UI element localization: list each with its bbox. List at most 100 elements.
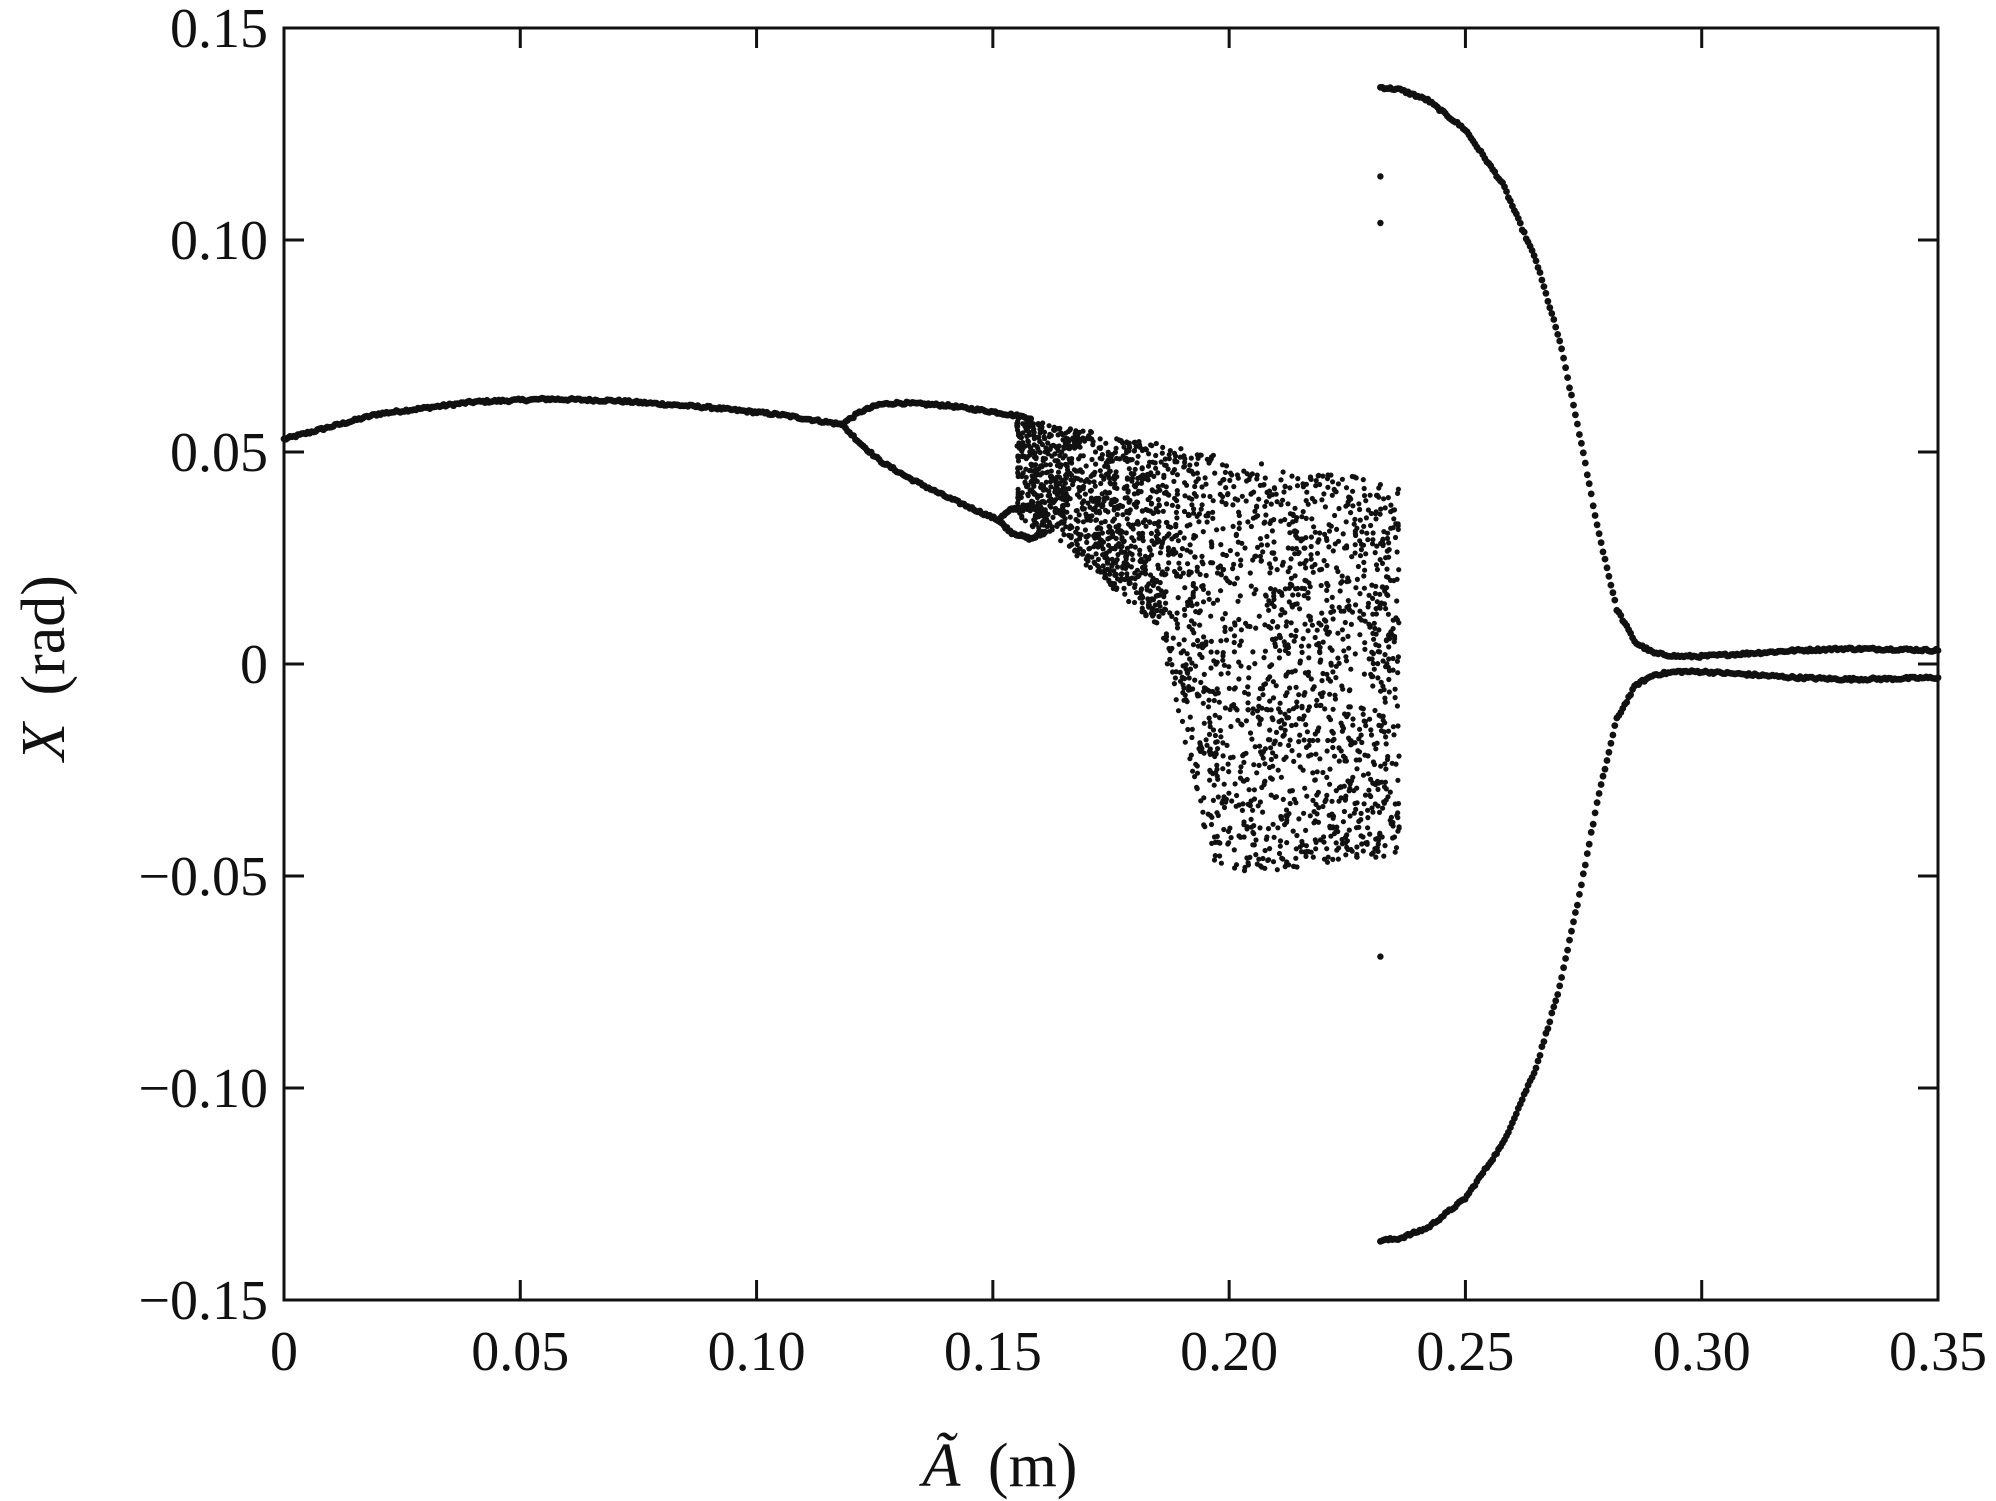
chaotic-point [1025, 493, 1031, 499]
chaotic-point [1097, 510, 1103, 516]
chaotic-point [1297, 732, 1303, 738]
chaotic-point [1365, 537, 1371, 543]
branch-point [1530, 1069, 1538, 1077]
chaotic-point [1374, 740, 1380, 746]
chaotic-point [1171, 681, 1177, 687]
chaotic-point [1093, 517, 1099, 523]
chaotic-point [1191, 510, 1197, 516]
chaotic-point [1391, 834, 1398, 840]
chaotic-point [1052, 451, 1058, 457]
chaotic-point [1067, 533, 1073, 539]
chaotic-point [1122, 456, 1128, 463]
chaotic-point [1200, 599, 1207, 605]
chaotic-point [1287, 788, 1293, 794]
chaotic-point [1171, 568, 1178, 575]
chaotic-point [1282, 586, 1288, 592]
chaotic-point [1131, 491, 1137, 497]
chaotic-point [1114, 511, 1120, 518]
chaotic-point [1260, 855, 1266, 862]
chaotic-point [1100, 563, 1106, 569]
chaotic-point [1122, 591, 1128, 597]
chaotic-point [1320, 670, 1326, 677]
chaotic-point [1041, 429, 1048, 435]
chaotic-point [1302, 785, 1308, 791]
chaotic-point [1380, 717, 1386, 723]
chaotic-point [1384, 756, 1391, 763]
chaotic-point [1289, 473, 1295, 479]
chaotic-point [1297, 660, 1303, 666]
chaotic-point [1393, 845, 1400, 851]
chaotic-point [1253, 625, 1259, 631]
chaotic-point [1384, 566, 1390, 572]
chaotic-point [1200, 586, 1207, 593]
chaotic-point [1114, 474, 1120, 480]
chaotic-point [1382, 761, 1388, 767]
chaotic-point [1382, 588, 1388, 594]
chaotic-point [1102, 489, 1108, 495]
chaotic-point [1255, 803, 1261, 809]
chaotic-point [1285, 545, 1291, 551]
chaotic-point [1212, 712, 1218, 718]
chaotic-point [1278, 502, 1284, 508]
branch-point [1507, 197, 1514, 205]
chaotic-point [1185, 687, 1192, 693]
chaotic-point [1245, 684, 1251, 690]
chaotic-point [1180, 570, 1186, 576]
chaotic-point [1348, 509, 1354, 516]
chaotic-point [1367, 716, 1373, 722]
chaotic-point [1174, 621, 1180, 627]
chaotic-point [1244, 478, 1250, 484]
chaotic-point [1080, 428, 1086, 434]
chaotic-point [1296, 549, 1302, 556]
chaotic-point [1184, 651, 1190, 657]
chaotic-point [1305, 595, 1311, 601]
x-tick-label: 0.15 [944, 1321, 1042, 1383]
chaotic-point [1152, 460, 1158, 466]
chaotic-point [1192, 774, 1198, 780]
chaotic-point [1353, 602, 1359, 608]
chaotic-point [1271, 834, 1277, 840]
chaotic-point [1250, 515, 1256, 521]
chaotic-point [1093, 531, 1099, 537]
chaotic-point [1312, 499, 1318, 505]
chaotic-point [1098, 480, 1104, 487]
chaotic-point [1181, 637, 1187, 643]
chaotic-point [1227, 825, 1233, 831]
branch-point [1617, 612, 1625, 619]
chaotic-point [1020, 430, 1026, 436]
chaotic-point [1017, 434, 1023, 440]
chaotic-point [1157, 550, 1163, 556]
chaotic-point [1147, 459, 1153, 465]
chaotic-point [1238, 627, 1244, 633]
chaotic-point [1286, 521, 1292, 528]
chaotic-point [1327, 766, 1333, 772]
chaotic-point [1377, 591, 1383, 597]
chaotic-point [1329, 811, 1335, 817]
chaotic-point [1226, 790, 1232, 796]
branch-point [1607, 739, 1615, 747]
chaotic-point [1030, 427, 1036, 434]
chaotic-point [1385, 728, 1392, 734]
chaotic-point [1381, 601, 1388, 607]
chaotic-point [1075, 476, 1081, 482]
chaotic-point [1306, 613, 1312, 619]
branch-point [1564, 374, 1571, 381]
chaotic-point [1347, 813, 1353, 819]
chaotic-point [1120, 565, 1126, 571]
branch-point [1562, 364, 1569, 372]
chaotic-point [1039, 424, 1045, 430]
chaotic-point [1349, 554, 1355, 560]
chaotic-point [1293, 684, 1299, 690]
chaotic-point [1292, 668, 1298, 674]
chaotic-point [1303, 853, 1309, 860]
chaotic-point [1262, 761, 1268, 767]
chaotic-point [1143, 523, 1149, 529]
chaotic-point [1277, 741, 1283, 747]
chaotic-point [1153, 452, 1159, 459]
chaotic-point [1258, 558, 1264, 564]
chaotic-point [1359, 529, 1365, 535]
chaotic-point [1321, 491, 1327, 497]
chaotic-point [1265, 857, 1271, 864]
chaotic-point [1361, 611, 1367, 617]
chaotic-point [1355, 563, 1361, 570]
